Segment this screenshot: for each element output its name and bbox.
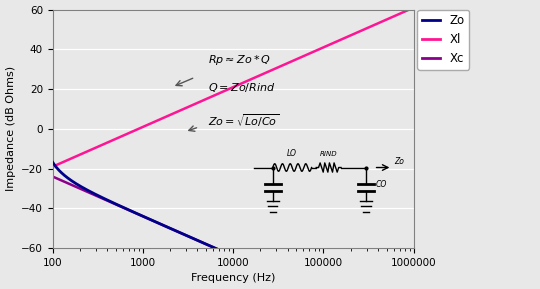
Xl <box>364 26 371 29</box>
Xc <box>188 236 194 239</box>
Line: Zo: Zo <box>53 162 414 289</box>
Zo <box>50 161 56 164</box>
Line: Xc: Xc <box>53 177 414 289</box>
Xl <box>410 6 417 9</box>
Zo <box>188 236 194 239</box>
Text: $Zo = \sqrt{Lo/Co}$: $Zo = \sqrt{Lo/Co}$ <box>208 112 279 129</box>
Xl <box>50 165 56 168</box>
Xc <box>91 193 97 197</box>
Text: $Q = Zo/Rind$: $Q = Zo/Rind$ <box>208 81 275 94</box>
Xl <box>188 104 194 108</box>
Xl <box>112 137 119 141</box>
Xc <box>50 175 56 178</box>
Legend: Zo, Xl, Xc: Zo, Xl, Xc <box>417 10 469 70</box>
Zo <box>112 202 119 205</box>
Xl <box>204 97 210 101</box>
Xc <box>204 243 210 246</box>
Line: Xl: Xl <box>53 8 414 167</box>
Zo <box>204 243 210 246</box>
Xl <box>91 147 97 150</box>
Xc <box>112 202 119 206</box>
Zo <box>91 192 97 195</box>
Text: $Rp \approx Zo*Q$: $Rp \approx Zo*Q$ <box>208 53 271 66</box>
X-axis label: Frequency (Hz): Frequency (Hz) <box>191 273 275 284</box>
Y-axis label: Impedance (dB Ohms): Impedance (dB Ohms) <box>5 66 16 191</box>
Xl <box>403 9 410 12</box>
